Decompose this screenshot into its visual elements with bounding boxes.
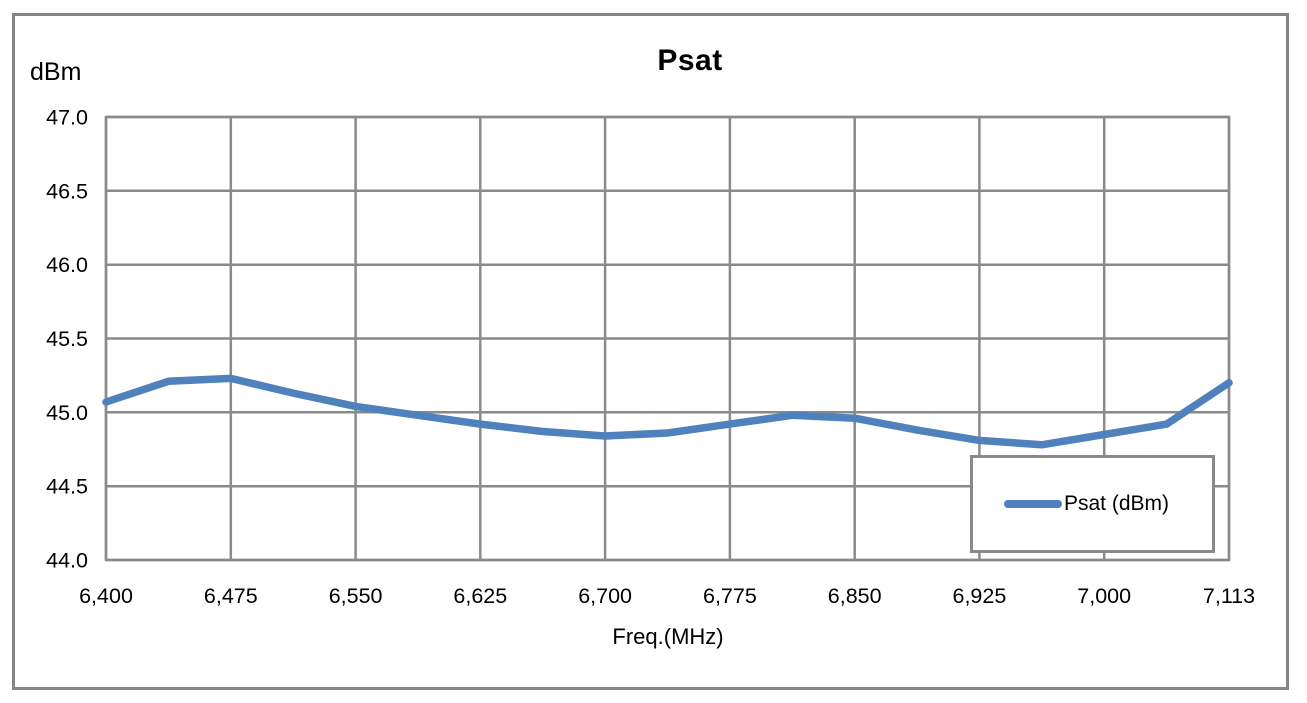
x-tick-label: 6,625 xyxy=(453,584,507,608)
y-tick-label: 44.0 xyxy=(46,549,88,573)
y-tick-label: 44.5 xyxy=(46,475,88,499)
x-tick-label: 6,850 xyxy=(828,584,882,608)
y-axis-unit-label: dBm xyxy=(30,58,82,86)
legend-label: Psat (dBm) xyxy=(1064,492,1170,515)
y-tick-label: 45.5 xyxy=(46,327,88,351)
y-tick-label: 47.0 xyxy=(46,106,88,130)
x-axis-title: Freq.(MHz) xyxy=(612,624,724,649)
x-tick-label: 6,775 xyxy=(703,584,757,608)
legend: Psat (dBm) xyxy=(970,455,1215,553)
x-tick-label: 6,700 xyxy=(578,584,632,608)
x-tick-label: 7,113 xyxy=(1203,584,1255,608)
x-tick-label: 6,400 xyxy=(79,584,133,608)
plot-border xyxy=(104,115,1231,562)
x-tick-label: 6,925 xyxy=(952,584,1006,608)
y-tick-label: 45.0 xyxy=(46,401,88,425)
chart-title: Psat xyxy=(657,44,723,77)
x-tick-label: 7,000 xyxy=(1077,584,1131,608)
x-tick-label: 6,550 xyxy=(329,584,383,608)
y-tick-label: 46.5 xyxy=(46,179,88,203)
legend-line-sample-icon xyxy=(1004,500,1062,508)
x-tick-label: 6,475 xyxy=(204,584,258,608)
y-tick-label: 46.0 xyxy=(46,253,88,277)
series-line-psat xyxy=(102,374,1233,449)
chart-frame xyxy=(12,13,1289,690)
